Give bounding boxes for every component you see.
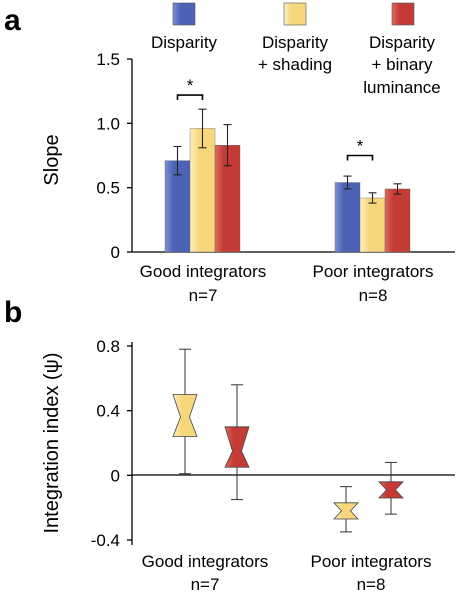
panel-b-category-label: Poor integrators xyxy=(311,552,432,571)
panel-b-y-tick-label: 0.8 xyxy=(96,337,120,356)
bar-shading-cat1 xyxy=(359,197,386,253)
legend-label-shading-line2: + shading xyxy=(258,55,332,74)
panel-b-category-labels: Good integrators n=7 Poor integrators n=8 xyxy=(142,552,432,594)
panel-b-category-label: Good integrators xyxy=(142,552,269,571)
panel-a-category-label: n=7 xyxy=(189,286,218,305)
significance-star: * xyxy=(187,76,194,95)
panel-a-y-tick-label: 1.5 xyxy=(96,50,120,69)
panel-a-y-tick-label: 0 xyxy=(111,243,120,262)
panel-b-y-tick-label: 0 xyxy=(111,466,120,485)
panel-a-category-label: Poor integrators xyxy=(313,262,434,281)
panel-a-y-tick-label: 0.5 xyxy=(96,179,120,198)
bar-disparity-cat0 xyxy=(164,160,191,253)
legend-label-luminance-line2: + binary xyxy=(372,55,433,74)
box-luminance-cat1 xyxy=(378,481,404,499)
legend-swatch-disparity xyxy=(172,2,196,26)
bar-shading-cat0 xyxy=(189,128,216,253)
panel-label-a: a xyxy=(4,4,21,37)
box-shading-cat1 xyxy=(333,502,359,520)
panel-b-y-axis-label: Integration index (ψ) xyxy=(41,352,63,533)
legend-label-luminance-line3: luminance xyxy=(363,78,441,97)
significance-bracket xyxy=(176,94,204,101)
panel-a-category-label: n=8 xyxy=(359,286,388,305)
bar-luminance-cat1 xyxy=(384,188,411,253)
panel-a-ticks: 0 0.5 1.0 1.5 xyxy=(96,50,132,262)
box-luminance-cat0 xyxy=(224,426,250,468)
panel-b-boxes xyxy=(172,348,404,533)
panel-b-category-label: n=8 xyxy=(357,575,386,594)
panel-a-category-label: Good integrators xyxy=(140,262,267,281)
legend-swatch-shading xyxy=(283,2,307,26)
panel-b-box-plot: Integration index (ψ) -0.4 0 0.4 0.8 Good i… xyxy=(41,337,455,594)
legend: Disparity Disparity + shading Disparity … xyxy=(151,2,441,97)
panel-b-category-label: n=7 xyxy=(191,575,220,594)
legend-label-shading-line1: Disparity xyxy=(262,33,329,52)
significance-star: * xyxy=(357,137,364,156)
panel-b-y-tick-label: -0.4 xyxy=(91,531,120,550)
legend-label-disparity: Disparity xyxy=(151,33,218,52)
significance-bracket xyxy=(346,154,374,161)
legend-label-luminance-line1: Disparity xyxy=(369,33,436,52)
panel-a-y-tick-label: 1.0 xyxy=(96,114,120,133)
box-shading-cat0 xyxy=(172,394,198,437)
panel-a-y-axis-label: Slope xyxy=(41,134,63,185)
panel-a-category-labels: Good integrators n=7 Poor integrators n=8 xyxy=(140,262,434,305)
bar-disparity-cat1 xyxy=(334,182,361,253)
panel-label-b: b xyxy=(4,296,22,329)
panel-a-bar-chart: Slope 00.51.01.5 ** Good integratorsn=7P… xyxy=(41,50,455,305)
panel-b-y-tick-label: 0.4 xyxy=(96,402,120,421)
legend-swatch-luminance xyxy=(391,2,415,26)
panel-b-ticks: -0.4 0 0.4 0.8 xyxy=(91,337,132,550)
panel-a-bars: ** xyxy=(164,76,411,253)
